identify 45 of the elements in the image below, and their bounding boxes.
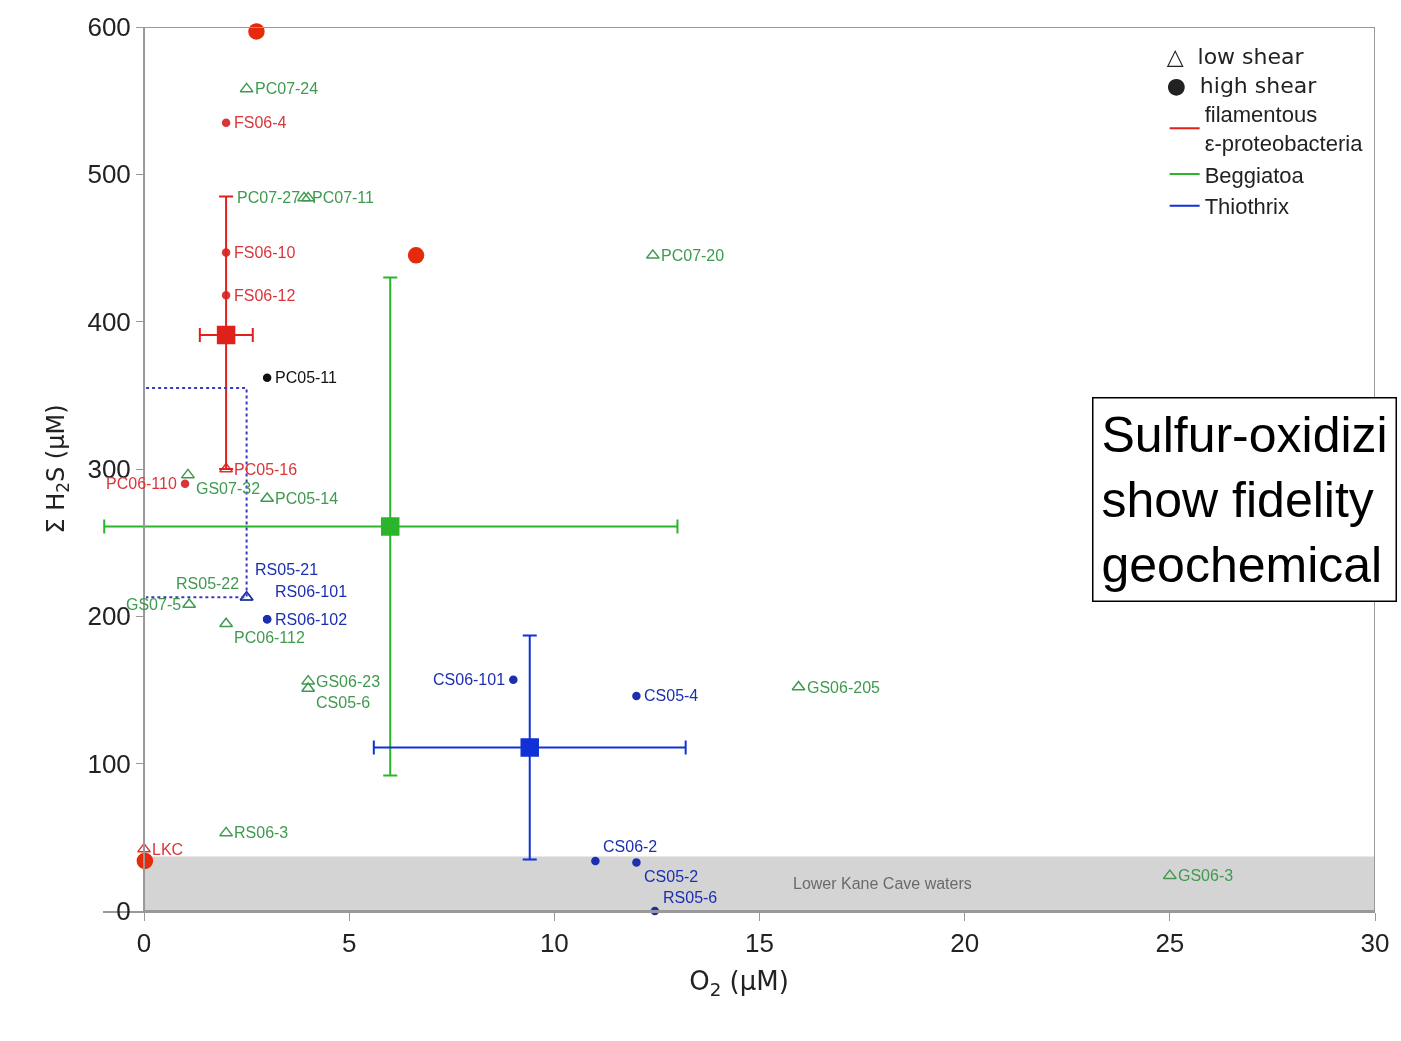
- data-label: RS06-102: [275, 611, 348, 628]
- data-label: PC07-27: [237, 189, 301, 206]
- data-label: CS05-4: [644, 687, 699, 704]
- data-label: GS06-23: [316, 673, 381, 690]
- x-tick-label: 20: [950, 928, 980, 959]
- data-label: PC05-14: [275, 490, 339, 507]
- data-label: RS05-22: [176, 575, 240, 592]
- data-label: GS07-32: [196, 480, 261, 497]
- x-tick-label: 15: [745, 928, 774, 959]
- data-label: PC07-11: [312, 189, 375, 206]
- legend-label: filamentous ε-proteobacteria: [1204, 102, 1364, 157]
- x-tick-label: 5: [341, 928, 357, 959]
- data-label: FS06-10: [234, 244, 296, 261]
- x-axis-title: O$_{2}$ (µM): [689, 966, 789, 1000]
- data-label: RS05-6: [663, 889, 718, 906]
- y-tick-label: 400: [87, 306, 131, 337]
- data-label: PC07-24: [255, 80, 319, 97]
- band-label: Lower Kane Cave waters: [793, 875, 972, 892]
- data-label: RS05-21: [255, 561, 319, 578]
- data-label: GS06-3: [1178, 867, 1234, 884]
- y-tick-label: 500: [87, 159, 131, 190]
- data-label: PC07-20: [661, 247, 725, 264]
- data-label: CS06-101: [433, 671, 506, 688]
- data-label: LKC: [152, 841, 184, 858]
- x-tick-label: 25: [1155, 928, 1185, 959]
- y-tick-label: 600: [87, 12, 131, 43]
- data-label: PC05-11: [275, 369, 338, 386]
- data-label: CS05-6: [316, 694, 371, 711]
- legend-label: Thiothrix: [1204, 194, 1289, 220]
- x-tick-label: 0: [136, 928, 152, 959]
- data-label: CS05-2: [644, 868, 699, 885]
- y-tick-label: 0: [116, 896, 131, 927]
- data-label: RS06-3: [234, 824, 289, 841]
- data-label: GS06-205: [807, 679, 881, 696]
- data-label: FS06-4: [234, 114, 287, 131]
- data-label: PC05-16: [234, 461, 298, 478]
- legend-label: Beggiatoa: [1204, 162, 1305, 188]
- x-tick-label: 10: [539, 928, 569, 959]
- annotation: Sulfur-oxidizi show fidelity geochemical: [1101, 406, 1388, 593]
- y-tick-label: 100: [87, 748, 131, 779]
- data-label: RS06-101: [275, 583, 348, 600]
- data-label: FS06-12: [234, 287, 296, 304]
- data-label: CS06-2: [603, 838, 658, 855]
- data-label: PC06-112: [234, 629, 305, 646]
- x-tick-label: 30: [1360, 928, 1390, 959]
